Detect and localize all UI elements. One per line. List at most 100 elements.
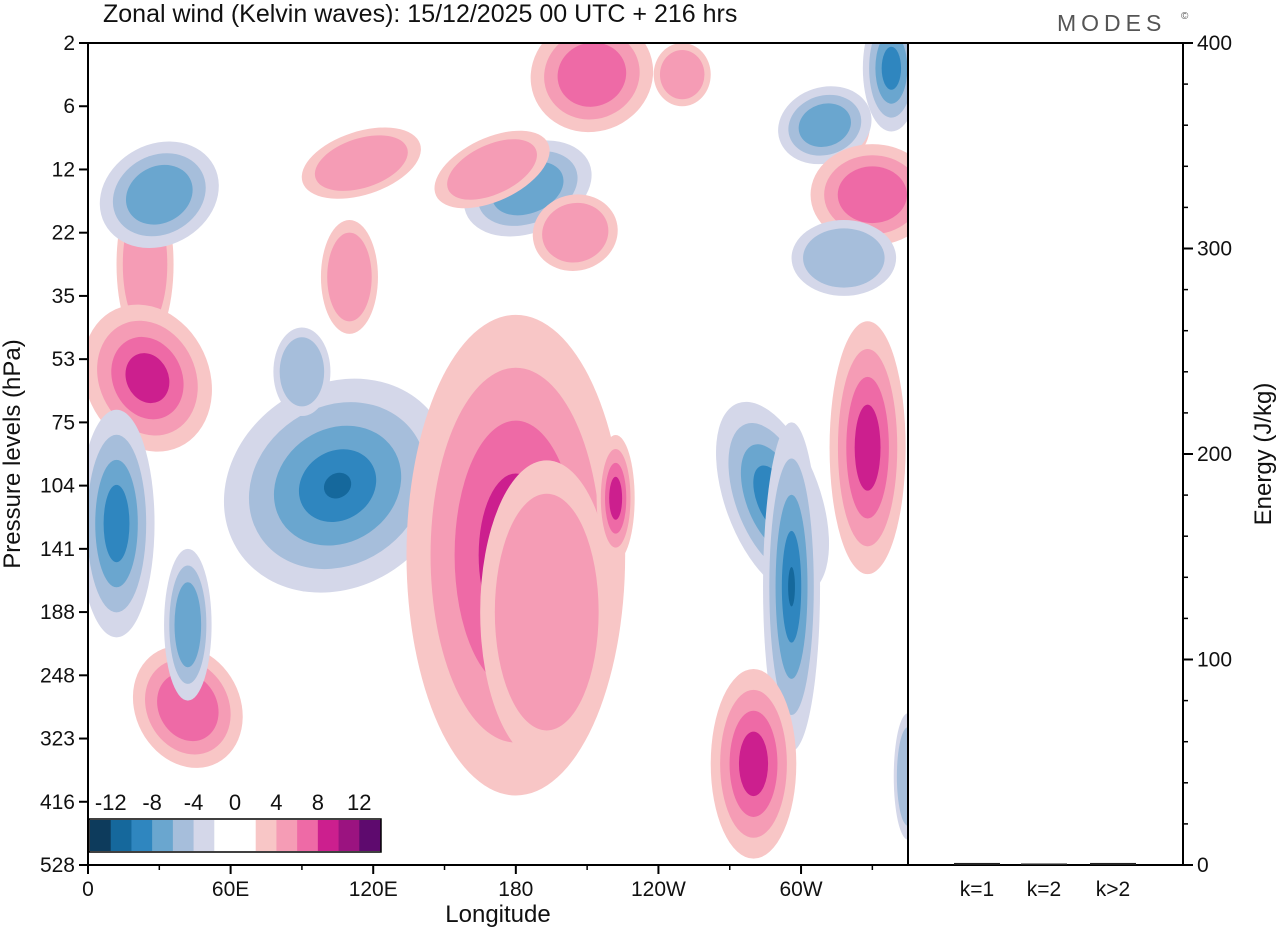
anomaly-contour (323, 472, 352, 499)
colorbar-cell (110, 820, 132, 851)
energy-categories: k=1 k=2 k>2 (960, 878, 1130, 901)
colorbar-tick-label: 8 (312, 790, 324, 815)
anomaly-contour (798, 103, 851, 148)
y-tick-label: 528 (40, 854, 75, 877)
positive-anomaly (596, 435, 635, 562)
colorbar-cell (317, 820, 340, 851)
anomaly-contour (542, 202, 609, 263)
energy-tick-label: 200 (1197, 443, 1232, 466)
y-tick-label: 2 (63, 32, 75, 55)
y-tick-label: 75 (52, 411, 75, 434)
copyright-mark: © (1181, 11, 1189, 22)
anomaly-contour (881, 46, 902, 90)
anomaly-contour (837, 166, 907, 224)
x-tick-label: 120E (349, 878, 398, 901)
negative-anomaly (164, 548, 212, 701)
colorbar-cell (235, 820, 257, 851)
colorbar-cell (338, 820, 360, 851)
negative-anomaly (862, 43, 908, 132)
negative-anomaly (99, 141, 219, 249)
colorbar-cell (172, 820, 195, 851)
negative-anomaly (273, 327, 331, 417)
energy-tick-label: 300 (1197, 238, 1232, 261)
anomaly-contour (557, 43, 627, 107)
negative-anomaly (893, 713, 908, 840)
colorbar-cell (193, 820, 215, 851)
positive-anomaly (480, 460, 614, 764)
energy-bar (954, 862, 1000, 865)
negative-anomaly (778, 86, 872, 165)
positive-anomaly (301, 127, 421, 199)
colorbar-cell (359, 820, 381, 851)
y-tick-label: 6 (63, 95, 75, 118)
y-tick-label: 12 (52, 158, 75, 181)
y-tick-label: 22 (52, 222, 75, 245)
y-tick-label: 416 (40, 791, 75, 814)
positive-anomaly (653, 43, 711, 107)
positive-anomaly (532, 194, 618, 271)
y-tick-label: 104 (40, 475, 75, 498)
y-tick-label: 141 (40, 538, 75, 561)
x-tick-label: 120W (631, 878, 686, 901)
anomaly-contour (314, 135, 408, 191)
energy-tick-label: 400 (1197, 32, 1232, 55)
positive-anomaly (88, 304, 212, 452)
anomaly-field (88, 43, 908, 859)
energy-category-label: k=2 (1027, 878, 1061, 901)
colorbar-cell (90, 820, 112, 851)
positive-anomaly (320, 220, 378, 334)
anomaly-contour (854, 404, 881, 491)
negative-anomaly (223, 378, 452, 593)
anomaly-contour (103, 484, 130, 563)
anomaly-contour (738, 731, 769, 797)
anomaly-contour (279, 337, 325, 407)
energy-axis-title: Energy (J/kg) (1250, 383, 1277, 526)
positive-anomaly (530, 43, 654, 133)
colorbar-cell (297, 820, 319, 851)
anomaly-contour (157, 672, 219, 742)
energy-axis: 0 100 200 300 400 (1183, 32, 1232, 877)
anomaly-contour (659, 49, 705, 100)
y-tick-label: 188 (40, 601, 75, 624)
positive-anomaly (829, 321, 906, 575)
positive-anomaly (434, 130, 550, 209)
colorbar-frame (88, 818, 382, 853)
pressure-axis: 2 6 12 22 35 53 75 104 141 188 248 323 416 528 (40, 32, 88, 877)
colorbar-tick-label: -4 (184, 790, 204, 815)
negative-anomaly (763, 422, 821, 752)
energy-bar (1090, 862, 1136, 865)
modes-logo-text: MODES (1057, 10, 1166, 36)
chart-title: Zonal wind (Kelvin waves): 15/12/2025 00… (103, 0, 737, 28)
x-tick-label: 60E (212, 878, 249, 901)
longitude-axis: 0 60E 120E 180 120W 60W (82, 865, 874, 901)
y-tick-label: 53 (52, 348, 75, 371)
colorbar-cell (276, 820, 298, 851)
colorbar-cell (131, 820, 153, 851)
energy-tick-label: 100 (1197, 649, 1232, 672)
x-tick-label: 180 (498, 878, 533, 901)
x-axis-title: Longitude (445, 901, 550, 928)
x-tick-label: 0 (82, 878, 94, 901)
y-axis-title: Pressure levels (hPa) (0, 339, 26, 568)
colorbar-labels: -12 -8 -4 0 4 8 12 (95, 790, 372, 815)
colorbar-tick-label: 4 (270, 790, 282, 815)
y-tick-label: 248 (40, 664, 75, 687)
colorbar-cell (255, 820, 277, 851)
colorbar-tick-label: -8 (142, 790, 162, 815)
energy-category-label: k=1 (960, 878, 994, 901)
energy-panel: 0 100 200 300 400 k=1 k=2 k>2 Energy (J/kg) (907, 32, 1277, 901)
energy-bars (954, 862, 1136, 865)
anomaly-contour (896, 727, 908, 826)
y-tick-label: 35 (52, 285, 75, 308)
anomaly-contour (174, 582, 202, 668)
colorbar-cell (214, 820, 236, 851)
energy-bar (1021, 863, 1067, 865)
anomaly-contour (327, 232, 372, 322)
positive-anomaly (710, 668, 797, 859)
colorbar-cells (90, 820, 381, 851)
colorbar-tick-label: 12 (347, 790, 371, 815)
anomaly-contour (803, 228, 885, 288)
y-tick-label: 323 (40, 728, 75, 751)
negative-anomaly (88, 409, 155, 638)
